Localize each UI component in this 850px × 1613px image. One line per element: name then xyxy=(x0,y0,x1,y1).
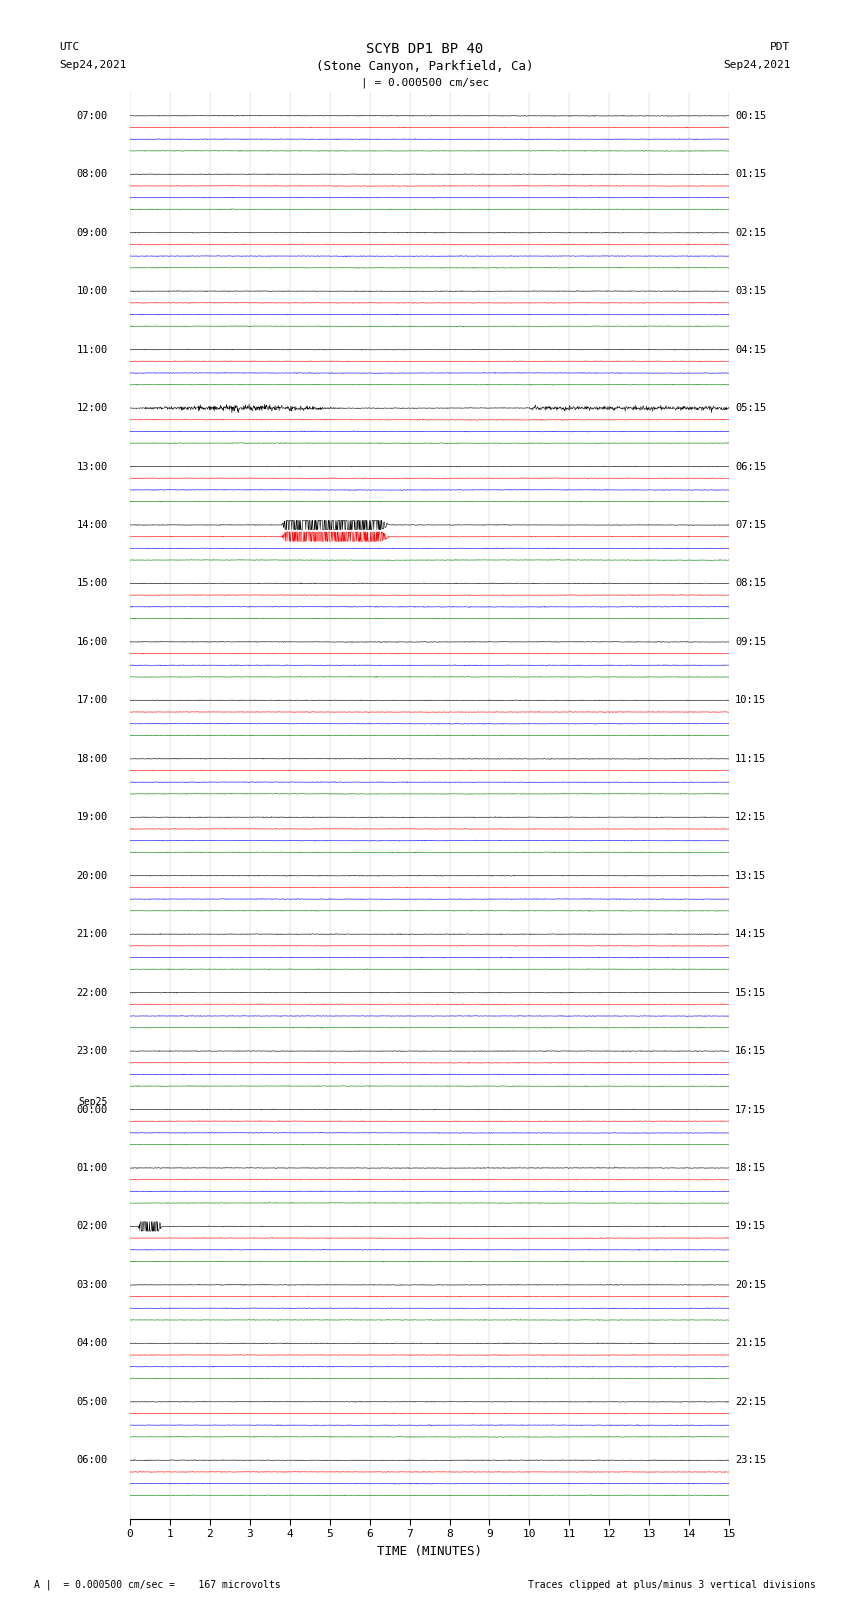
Text: 15:15: 15:15 xyxy=(735,987,767,997)
Text: 08:15: 08:15 xyxy=(735,579,767,589)
Text: 07:15: 07:15 xyxy=(735,519,767,531)
Text: 05:00: 05:00 xyxy=(76,1397,108,1407)
Text: 13:15: 13:15 xyxy=(735,871,767,881)
Text: 01:00: 01:00 xyxy=(76,1163,108,1173)
Text: 15:00: 15:00 xyxy=(76,579,108,589)
Text: 02:15: 02:15 xyxy=(735,227,767,237)
Text: 00:15: 00:15 xyxy=(735,111,767,121)
Text: 09:00: 09:00 xyxy=(76,227,108,237)
Text: 14:15: 14:15 xyxy=(735,929,767,939)
Text: 17:00: 17:00 xyxy=(76,695,108,705)
Text: 18:00: 18:00 xyxy=(76,753,108,765)
Text: 23:00: 23:00 xyxy=(76,1047,108,1057)
Text: 11:00: 11:00 xyxy=(76,345,108,355)
Text: Sep24,2021: Sep24,2021 xyxy=(60,60,127,69)
Text: 22:15: 22:15 xyxy=(735,1397,767,1407)
Text: 05:15: 05:15 xyxy=(735,403,767,413)
Text: 12:15: 12:15 xyxy=(735,813,767,823)
Text: 12:00: 12:00 xyxy=(76,403,108,413)
Text: 19:15: 19:15 xyxy=(735,1221,767,1231)
Text: 14:00: 14:00 xyxy=(76,519,108,531)
Text: 04:00: 04:00 xyxy=(76,1339,108,1348)
Text: 06:00: 06:00 xyxy=(76,1455,108,1465)
Text: 20:15: 20:15 xyxy=(735,1279,767,1290)
Text: SCYB DP1 BP 40: SCYB DP1 BP 40 xyxy=(366,42,484,56)
Text: 10:00: 10:00 xyxy=(76,286,108,297)
Text: (Stone Canyon, Parkfield, Ca): (Stone Canyon, Parkfield, Ca) xyxy=(316,60,534,73)
Text: 22:00: 22:00 xyxy=(76,987,108,997)
X-axis label: TIME (MINUTES): TIME (MINUTES) xyxy=(377,1545,482,1558)
Text: PDT: PDT xyxy=(770,42,790,52)
Text: 01:15: 01:15 xyxy=(735,169,767,179)
Text: 02:00: 02:00 xyxy=(76,1221,108,1231)
Text: 20:00: 20:00 xyxy=(76,871,108,881)
Text: 10:15: 10:15 xyxy=(735,695,767,705)
Text: 21:00: 21:00 xyxy=(76,929,108,939)
Text: 11:15: 11:15 xyxy=(735,753,767,765)
Text: Traces clipped at plus/minus 3 vertical divisions: Traces clipped at plus/minus 3 vertical … xyxy=(528,1581,816,1590)
Text: 17:15: 17:15 xyxy=(735,1105,767,1115)
Text: 00:00: 00:00 xyxy=(76,1105,108,1115)
Text: 13:00: 13:00 xyxy=(76,461,108,471)
Text: 16:00: 16:00 xyxy=(76,637,108,647)
Text: 09:15: 09:15 xyxy=(735,637,767,647)
Text: 04:15: 04:15 xyxy=(735,345,767,355)
Text: 06:15: 06:15 xyxy=(735,461,767,471)
Text: Sep24,2021: Sep24,2021 xyxy=(723,60,791,69)
Text: 19:00: 19:00 xyxy=(76,813,108,823)
Text: 16:15: 16:15 xyxy=(735,1047,767,1057)
Text: | = 0.000500 cm/sec: | = 0.000500 cm/sec xyxy=(361,77,489,89)
Text: 18:15: 18:15 xyxy=(735,1163,767,1173)
Text: UTC: UTC xyxy=(60,42,80,52)
Text: 23:15: 23:15 xyxy=(735,1455,767,1465)
Text: 07:00: 07:00 xyxy=(76,111,108,121)
Text: 03:15: 03:15 xyxy=(735,286,767,297)
Text: Sep25: Sep25 xyxy=(78,1097,108,1108)
Text: 08:00: 08:00 xyxy=(76,169,108,179)
Text: A |  = 0.000500 cm/sec =    167 microvolts: A | = 0.000500 cm/sec = 167 microvolts xyxy=(34,1579,280,1590)
Text: 21:15: 21:15 xyxy=(735,1339,767,1348)
Text: 03:00: 03:00 xyxy=(76,1279,108,1290)
